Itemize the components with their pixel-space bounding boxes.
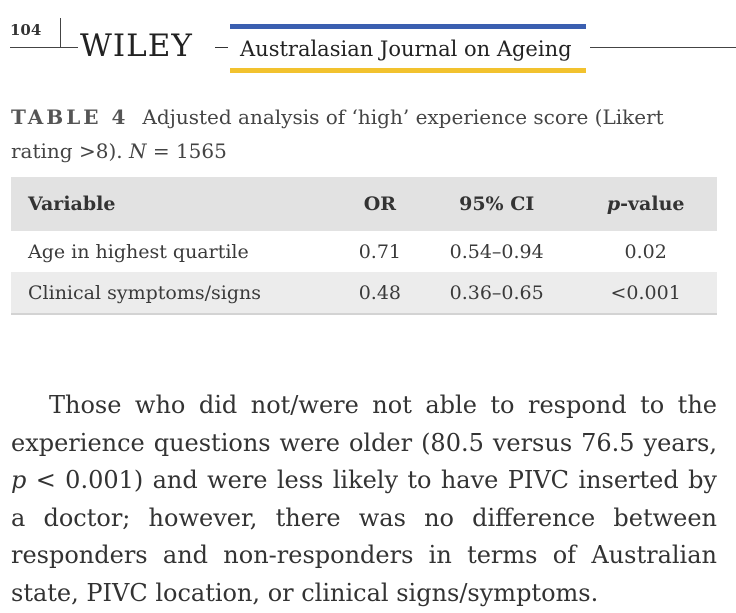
cell-or: 0.48: [340, 272, 420, 315]
column-header-or: OR: [340, 177, 420, 231]
cell-ci: 0.36–0.65: [419, 272, 575, 315]
results-table: Variable OR 95% CI p-value Age in highes…: [11, 177, 717, 315]
table-caption: TABLE 4 Adjusted analysis of ‘high’ exper…: [11, 100, 716, 168]
journal-band-yellow-bar: [230, 68, 586, 73]
page-number: 104: [10, 21, 42, 39]
cell-p-value: <0.001: [574, 272, 717, 315]
header-dash: [215, 47, 228, 48]
column-header-ci: 95% CI: [419, 177, 575, 231]
header-rule-left: [10, 47, 78, 48]
body-text-part1: Those who did not/were not able to respo…: [11, 391, 717, 457]
publisher-logo: WILEY: [80, 28, 193, 64]
cell-p-value: 0.02: [624, 240, 667, 263]
table-row: Age in highest quartile 0.71 0.54–0.94 0…: [11, 231, 717, 272]
running-header: 104 WILEY Australasian Journal on Ageing: [0, 0, 736, 80]
body-paragraph: Those who did not/were not able to respo…: [11, 387, 717, 613]
cell-or: 0.71: [358, 240, 402, 263]
cell-ci: 0.54–0.94: [449, 240, 544, 263]
table-caption-n-symbol: N: [128, 139, 147, 163]
header-rule-right: [590, 47, 736, 48]
table-label: TABLE 4: [11, 105, 129, 129]
table-row: Clinical symptoms/signs 0.48 0.36–0.65 <…: [11, 272, 717, 315]
body-p-symbol: p: [11, 466, 27, 495]
p-symbol: p: [606, 193, 621, 215]
table-caption-text: Adjusted analysis of ‘high’ experience s…: [11, 105, 664, 163]
column-header-variable: Variable: [11, 177, 341, 231]
journal-name: Australasian Journal on Ageing: [240, 37, 572, 61]
column-header-p-value: p-value: [574, 177, 717, 231]
body-text-part2: < 0.001) and were less likely to have PI…: [11, 466, 717, 607]
table-caption-n-value: = 1565: [146, 139, 227, 163]
journal-band-blue-bar: [230, 24, 586, 29]
header-rule-tick: [60, 18, 61, 48]
p-suffix: -value: [620, 193, 685, 215]
cell-variable: Age in highest quartile: [28, 240, 249, 263]
table-header-row: Variable OR 95% CI p-value: [11, 177, 717, 231]
cell-variable: Clinical symptoms/signs: [11, 272, 341, 315]
journal-band: Australasian Journal on Ageing: [230, 24, 586, 74]
